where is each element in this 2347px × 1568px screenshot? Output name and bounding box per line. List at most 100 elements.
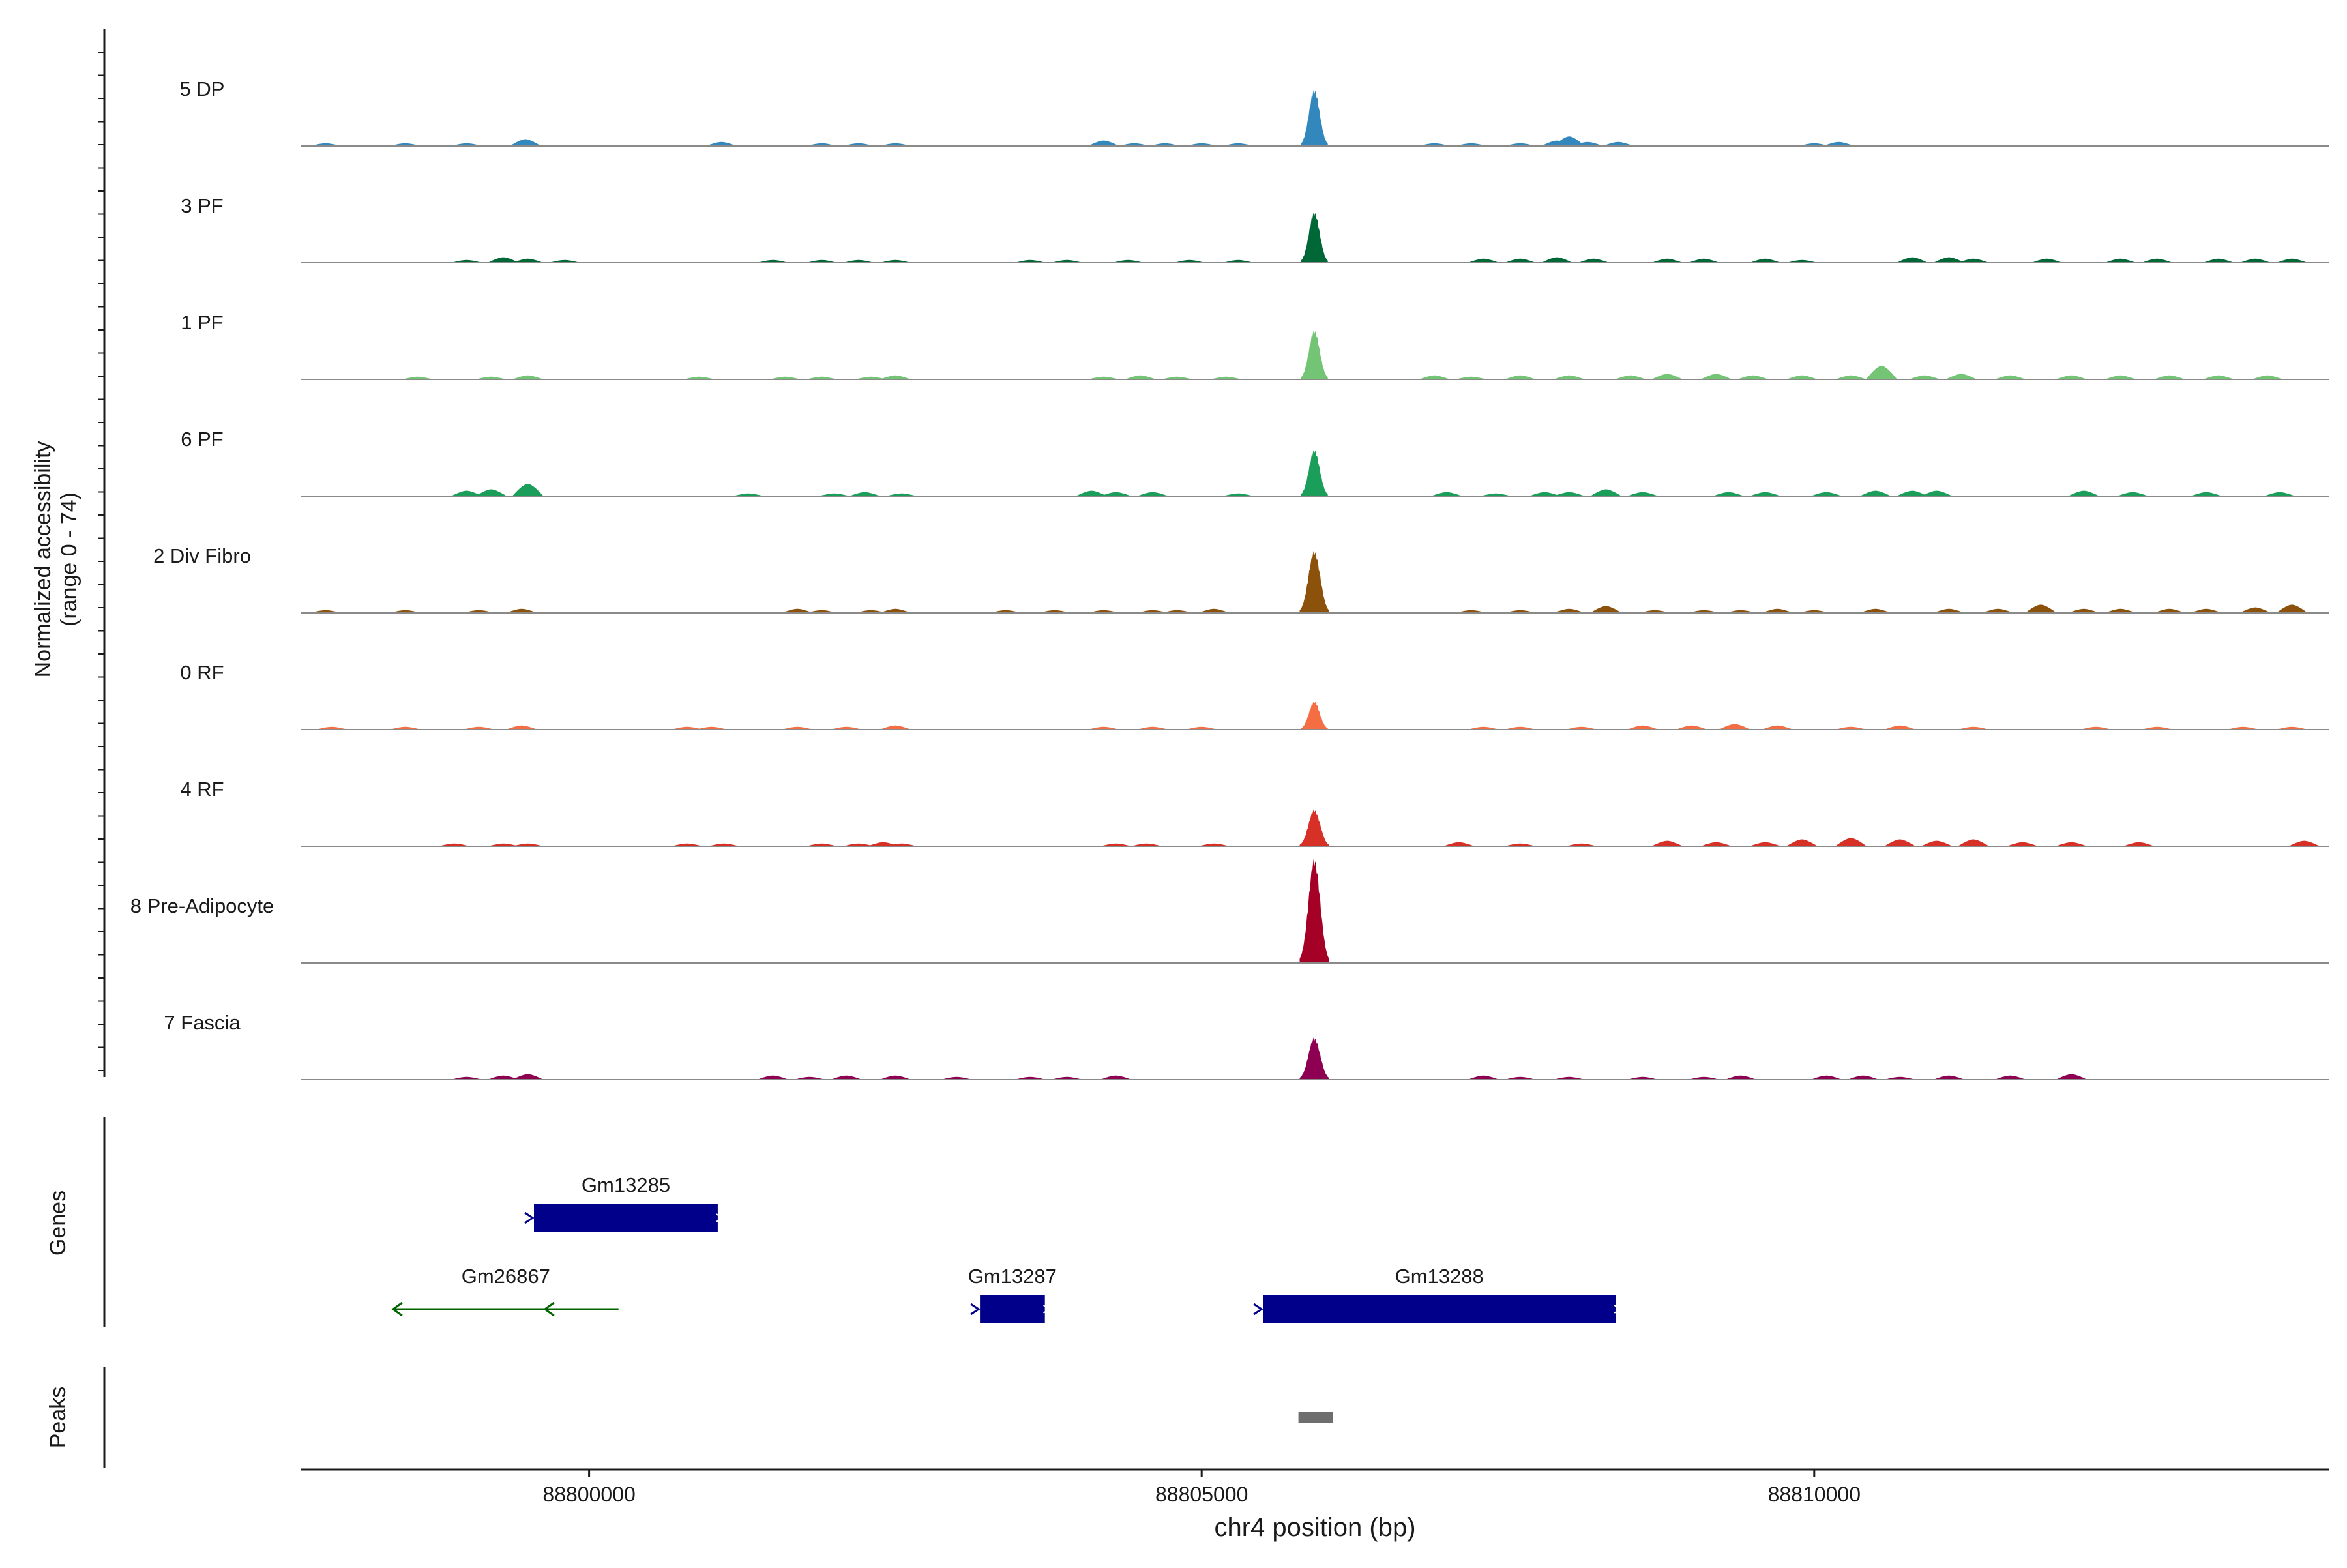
coverage-bump [463,726,495,730]
coverage-bump [1468,1075,1499,1080]
coverage-bump [2123,842,2155,846]
coverage-bump [1835,726,1867,730]
coverage-bump [757,259,789,263]
coverage-bump [782,608,814,613]
coverage-bump [450,1076,482,1080]
coverage-bump [843,843,874,846]
coverage-bump [2104,375,2136,379]
coverage-bump [782,726,814,730]
coverage-peak [1301,449,1328,496]
coverage-bump [1737,375,1769,379]
coverage-bump [389,726,421,730]
coverage-bump [1884,1076,1916,1080]
coverage-bump [2117,492,2149,496]
coverage-bump [1627,492,1659,496]
gene-label: Gm13285 [582,1174,670,1196]
coverage-bump [2080,726,2112,730]
coverage-bump [831,1075,863,1080]
coverage-bump [1572,141,1604,146]
coverage-bump [1958,839,1989,846]
coverage-bump [316,726,347,730]
coverage-bump [2276,604,2308,613]
coverage-bump [1553,608,1585,613]
coverage-bump [2264,492,2295,496]
coverage-bump [1504,258,1536,263]
coverage-bump [509,139,541,146]
coverage-bump [1847,1075,1879,1080]
coverage-bump [1100,1075,1132,1080]
coverage-bump [1749,258,1781,263]
coverage-peak [1299,809,1329,846]
peaks-panel-title: Peaks [46,1387,70,1449]
coverage-y-axis [98,29,106,1077]
coverage-bump [1051,1076,1083,1080]
coverage-bump [1118,143,1150,146]
x-tick-label: 88805000 [1155,1483,1248,1506]
coverage-bump [1125,375,1157,379]
track-8-pre-adipocyte: 8 Pre-Adipocyte [130,859,2329,964]
coverage-bump [1884,725,1916,730]
coverage-bump [1958,726,1989,730]
coverage-bump [705,141,737,146]
coverage-bump [1982,608,2014,613]
coverage-bump [1039,610,1070,613]
coverage-bump [1590,606,1622,613]
genes-panel-title: Genes [46,1191,70,1256]
coverage-bump [2141,258,2173,263]
track-5-dp: 5 DP [180,78,2329,147]
coverage-bump [1186,726,1218,730]
coverage-bump [806,843,838,846]
coverage-bump [463,610,495,613]
coverage-bump [1443,842,1475,846]
coverage-bump [1866,366,1898,379]
coverage-bump [885,493,917,496]
coverage-bump [1480,493,1512,496]
coverage-bump [879,1075,911,1080]
coverage-bump [2276,258,2308,263]
gene-body [1263,1295,1616,1323]
coverage-bump [1762,725,1793,730]
coverage-bump [2239,258,2271,263]
coverage-bump [1810,492,1842,496]
coverage-bump [488,1075,520,1080]
coverage-bump [2202,258,2234,263]
coverage-tracks: 5 DP 3 PF 1 PF 6 PF 2 Div Fibro 0 RF 4 RF 8 Pre… [130,78,2329,1080]
coverage-bump [1161,376,1193,379]
track-0-rf: 0 RF [180,661,2329,730]
coverage-bump [806,143,838,146]
coverage-bump [818,493,850,496]
coverage-bump [1823,141,1855,146]
coverage-bump [488,843,520,846]
strand-arrow [1043,1305,1050,1314]
coverage-bump [2104,608,2136,613]
coverage-bump [1639,610,1671,613]
coverage-bump [696,726,728,730]
gene-gm13285: Gm13285 [524,1174,723,1232]
track-3-pf: 3 PF [181,194,2329,263]
coverage-peak [1301,330,1328,379]
strand-arrow [524,1211,535,1224]
coverage-bump [1749,842,1781,846]
strand-arrow [543,1301,555,1317]
coverage-bump [1161,610,1193,613]
coverage-bump [1590,489,1622,496]
coverage-bump [1933,1075,1965,1080]
coverage-bump [1504,726,1536,730]
coverage-bump [1504,143,1536,146]
coverage-bump [1835,838,1867,846]
coverage-bump [1553,136,1585,146]
gene-gm13288: Gm13288 [1253,1265,1621,1323]
coverage-bump [1810,1075,1842,1080]
track-label: 6 PF [181,428,223,451]
coverage-bump [2068,608,2100,613]
coverage-bump [849,492,881,496]
coverage-bump [1786,839,1818,846]
coverage-bump [806,259,838,263]
coverage-bump [438,843,470,846]
coverage-bump [1149,143,1181,146]
coverage-bump [2191,608,2222,613]
coverage-bump [1798,610,1830,613]
coverage-bump [310,143,342,146]
